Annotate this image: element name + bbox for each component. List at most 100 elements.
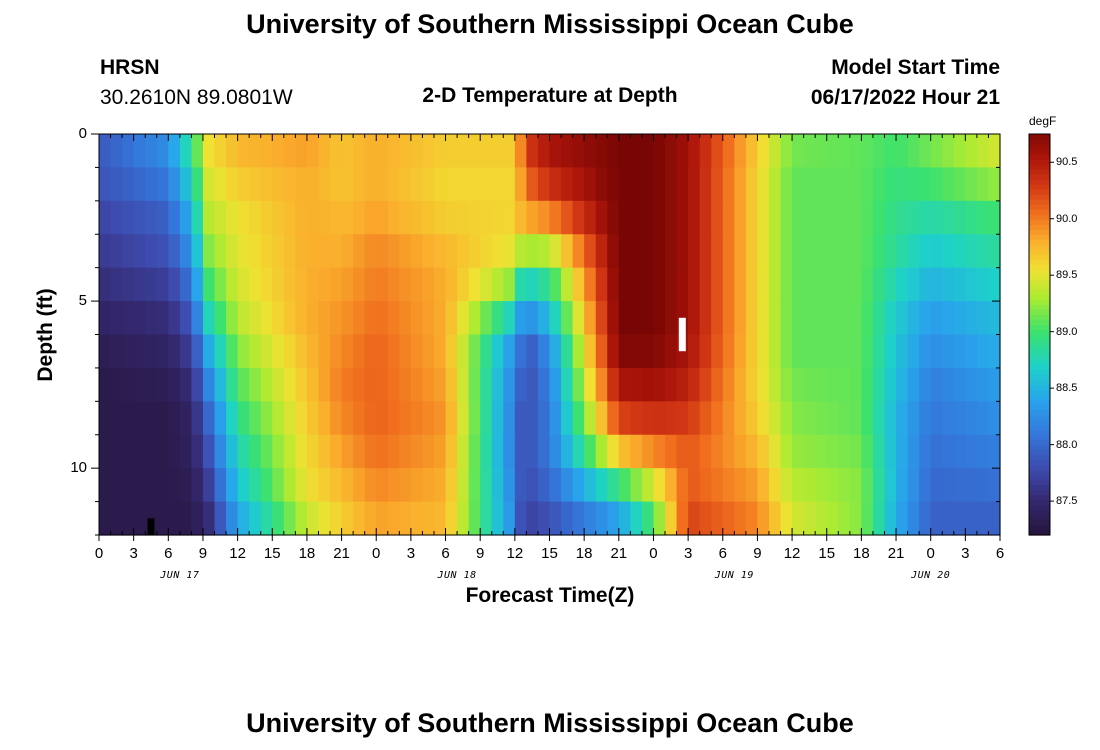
heatmap-cell bbox=[942, 334, 955, 369]
heatmap-cell bbox=[387, 301, 400, 336]
x-date-label: JUN 19 bbox=[714, 570, 754, 581]
heatmap-cell bbox=[630, 468, 643, 503]
heatmap-cell bbox=[376, 301, 389, 336]
heatmap-cell bbox=[260, 200, 273, 235]
heatmap-cell bbox=[711, 334, 724, 369]
heatmap-cell bbox=[480, 367, 493, 402]
colorbar-segment bbox=[1029, 134, 1050, 140]
heatmap-cell bbox=[330, 267, 343, 302]
heatmap-cell bbox=[618, 134, 631, 169]
heatmap-cell bbox=[364, 401, 377, 436]
heatmap-cell bbox=[826, 401, 839, 436]
x-tick-label: 18 bbox=[298, 545, 316, 562]
heatmap-cell bbox=[295, 301, 308, 336]
heatmap-cell bbox=[179, 301, 193, 336]
heatmap-cell bbox=[896, 334, 909, 369]
heatmap-cell bbox=[410, 267, 424, 302]
heatmap-cell bbox=[272, 200, 285, 235]
heatmap-cell bbox=[572, 200, 585, 235]
station-coords: 30.2610N 89.0801W bbox=[100, 86, 293, 109]
heatmap-cell bbox=[722, 301, 735, 336]
heatmap-cell bbox=[526, 267, 539, 302]
heatmap-cell bbox=[295, 334, 308, 369]
heatmap-cell bbox=[896, 267, 909, 302]
heatmap-cell bbox=[249, 200, 262, 235]
heatmap-cell bbox=[953, 334, 966, 369]
heatmap-cell bbox=[549, 200, 562, 235]
heatmap-cell bbox=[514, 301, 527, 336]
heatmap-cell bbox=[942, 267, 955, 302]
heatmap-cell bbox=[422, 167, 435, 202]
heatmap-cell bbox=[792, 401, 805, 436]
heatmap-cell bbox=[826, 468, 839, 503]
heatmap-cell bbox=[272, 234, 285, 269]
colorbar-segment bbox=[1029, 279, 1050, 285]
heatmap-cell bbox=[214, 401, 227, 436]
heatmap-cell bbox=[641, 134, 655, 169]
colorbar-segment bbox=[1029, 349, 1050, 356]
heatmap-cell bbox=[422, 334, 435, 369]
heatmap-cell bbox=[237, 267, 250, 302]
heatmap-cell bbox=[445, 134, 458, 169]
heatmap-cell bbox=[110, 200, 123, 235]
heatmap-cell bbox=[99, 367, 112, 402]
heatmap-cell bbox=[630, 167, 643, 202]
heatmap-cell bbox=[237, 167, 250, 202]
heatmap-cell bbox=[537, 367, 551, 402]
heatmap-cell bbox=[768, 267, 782, 302]
heatmap-cell bbox=[99, 267, 112, 302]
colorbar-segment bbox=[1029, 369, 1050, 376]
heatmap-cell bbox=[988, 334, 1001, 369]
heatmap-cell bbox=[965, 367, 978, 402]
heatmap-cell bbox=[537, 468, 551, 503]
heatmap-cell bbox=[387, 434, 400, 469]
heatmap-cell bbox=[665, 367, 678, 402]
colorbar-segment bbox=[1029, 209, 1050, 215]
heatmap-cell bbox=[110, 401, 123, 436]
colorbar-segment bbox=[1029, 429, 1050, 436]
heatmap-cell bbox=[364, 468, 377, 503]
heatmap-cell bbox=[953, 501, 966, 536]
colorbar-segment bbox=[1029, 289, 1050, 295]
heatmap-cell bbox=[780, 200, 793, 235]
heatmap-cell bbox=[491, 468, 504, 503]
heatmap-cell bbox=[699, 367, 712, 402]
heatmap-cell bbox=[838, 367, 851, 402]
heatmap-cell bbox=[595, 468, 608, 503]
heatmap-cell bbox=[491, 334, 504, 369]
colorbar-segment bbox=[1029, 474, 1050, 481]
heatmap-cell bbox=[168, 301, 181, 336]
heatmap-cell bbox=[826, 167, 839, 202]
heatmap-cell bbox=[595, 200, 608, 235]
heatmap-cell bbox=[688, 200, 701, 235]
heatmap-cell bbox=[595, 134, 608, 169]
x-tick-label: 18 bbox=[575, 545, 593, 562]
heatmap-cell bbox=[976, 167, 990, 202]
heatmap-cell bbox=[595, 434, 608, 469]
heatmap-cell bbox=[722, 501, 735, 536]
heatmap-cell bbox=[353, 367, 366, 402]
heatmap-cell bbox=[722, 267, 735, 302]
heatmap-cell bbox=[249, 468, 262, 503]
heatmap-cell bbox=[122, 301, 135, 336]
heatmap-cell bbox=[665, 200, 678, 235]
heatmap-cell bbox=[607, 301, 620, 336]
heatmap-cell bbox=[283, 367, 296, 402]
heatmap-cell bbox=[942, 401, 955, 436]
colorbar-segment bbox=[1029, 259, 1050, 265]
heatmap-cell bbox=[826, 334, 839, 369]
heatmap-cell bbox=[572, 434, 585, 469]
heatmap-cell bbox=[618, 468, 631, 503]
heatmap-cell bbox=[988, 200, 1001, 235]
heatmap-cell bbox=[572, 367, 585, 402]
heatmap-cell bbox=[930, 501, 943, 536]
heatmap-cell bbox=[179, 401, 193, 436]
heatmap-cell bbox=[815, 134, 828, 169]
heatmap-cell bbox=[122, 200, 135, 235]
heatmap-cell bbox=[214, 267, 227, 302]
heatmap-cell bbox=[549, 501, 562, 536]
heatmap-cell bbox=[237, 134, 250, 169]
heatmap-cell bbox=[965, 434, 978, 469]
heatmap-cell bbox=[907, 401, 920, 436]
heatmap-cell bbox=[872, 334, 886, 369]
